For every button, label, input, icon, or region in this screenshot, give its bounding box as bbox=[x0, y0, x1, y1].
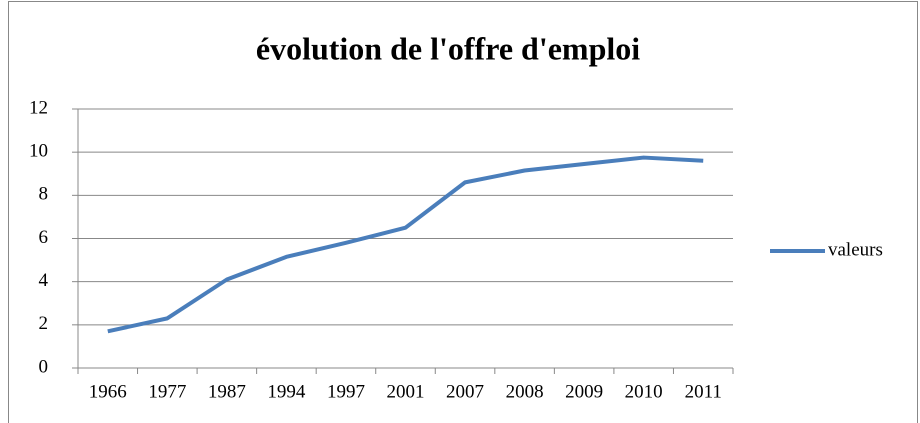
x-tick-label: 1987 bbox=[208, 381, 246, 402]
x-tick-label: 1997 bbox=[327, 381, 365, 402]
y-tick-label: 4 bbox=[39, 270, 49, 291]
y-tick-label: 12 bbox=[29, 97, 48, 118]
y-tick-label: 6 bbox=[39, 227, 49, 248]
y-tick-label: 8 bbox=[39, 184, 49, 205]
x-tick-label: 2001 bbox=[387, 381, 425, 402]
y-tick-label: 10 bbox=[29, 141, 48, 162]
legend-label: valeurs bbox=[828, 239, 883, 260]
x-tick-label: 1977 bbox=[148, 381, 186, 402]
line-series bbox=[107, 155, 704, 334]
x-tick-label: 2008 bbox=[506, 381, 544, 402]
x-tick-label: 1994 bbox=[267, 381, 306, 402]
chart-title: évolution de l'offre d'emploi bbox=[256, 30, 640, 66]
x-tick-label: 2011 bbox=[685, 381, 722, 402]
y-tick-label: 2 bbox=[39, 313, 49, 334]
chart-frame bbox=[8, 1, 918, 423]
x-tick-label: 1966 bbox=[89, 381, 127, 402]
x-tick-label: 2007 bbox=[446, 381, 484, 402]
y-tick-label: 0 bbox=[39, 356, 49, 377]
x-tick-label: 2010 bbox=[625, 381, 663, 402]
x-tick-label: 2009 bbox=[565, 381, 603, 402]
